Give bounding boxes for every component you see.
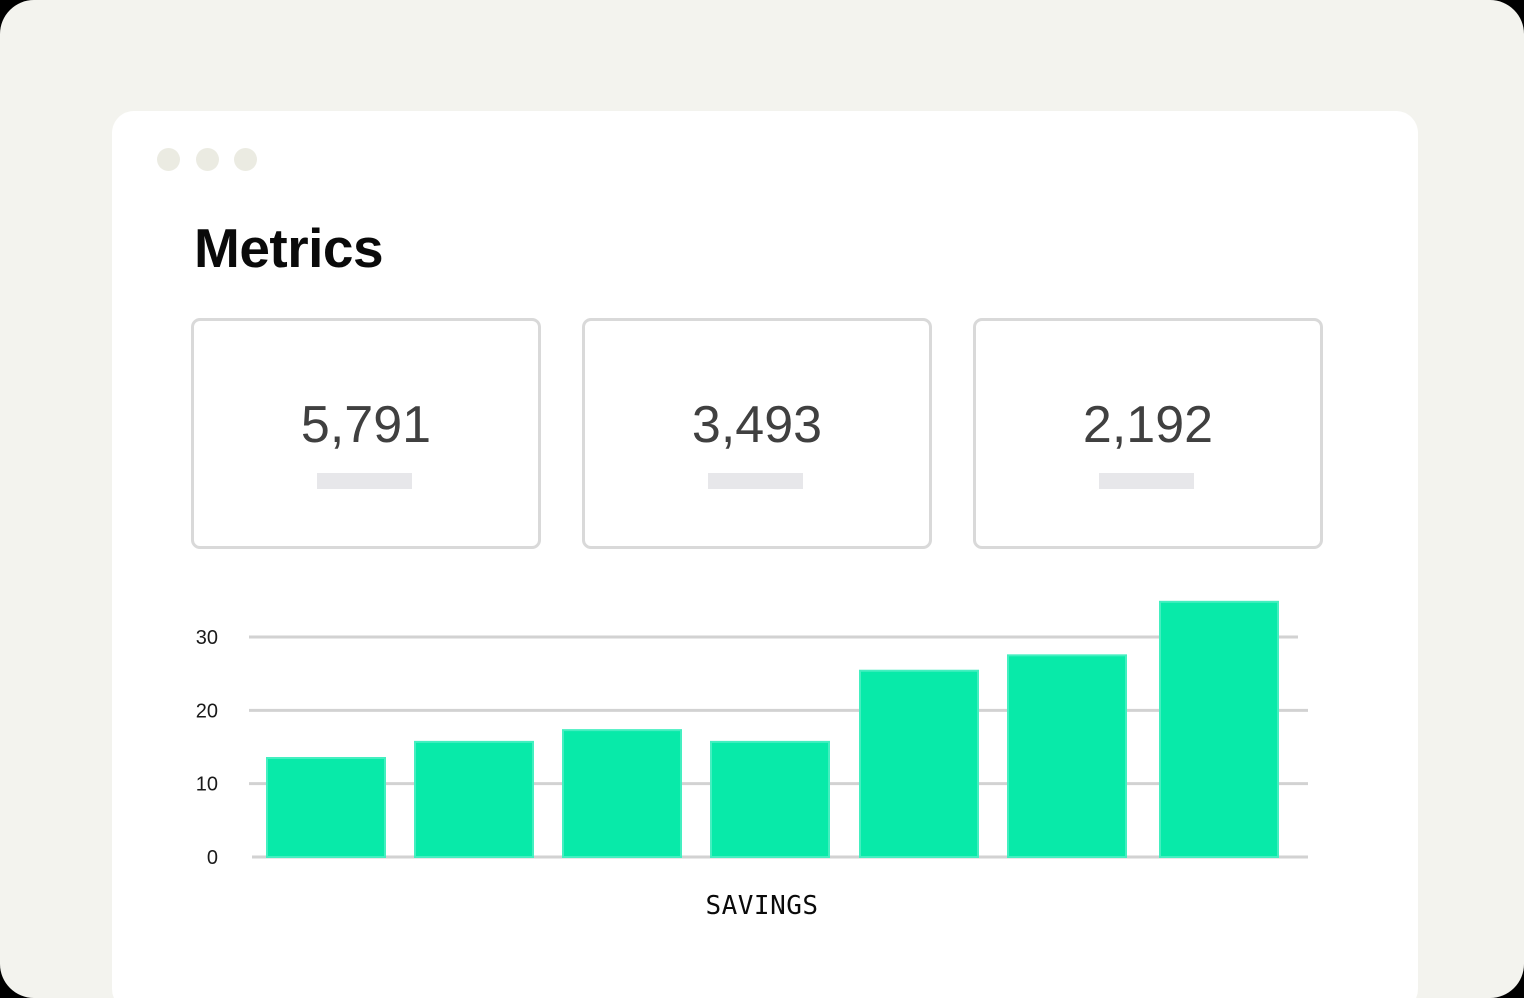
metric-card: 2,192 [973,318,1323,549]
metric-label-placeholder [708,473,803,489]
chart-x-axis-label: SAVINGS [705,891,819,921]
metric-value: 3,493 [691,396,823,454]
metric-value: 2,192 [1082,396,1214,454]
y-tick-label: 20 [196,700,218,722]
y-tick-label: 30 [196,627,218,649]
chart-bar [710,740,830,858]
metric-value: 5,791 [300,396,432,454]
chart-bar [266,757,386,858]
metric-label-placeholder [1099,473,1194,489]
chart-bar [562,729,682,858]
app-window: Metrics 5,791 3,493 2,192 0 10 20 30 SAVING… [112,111,1418,998]
window-dot-icon [196,148,219,171]
window-dot-icon [157,148,180,171]
savings-bar-chart: 0 10 20 30 [196,600,1308,869]
y-tick-label: 10 [196,774,218,796]
metric-card: 5,791 [191,318,541,549]
metric-label-placeholder [317,473,412,489]
window-dot-icon [234,148,257,171]
page-title: Metrics [194,217,384,279]
metric-card: 3,493 [582,318,932,549]
y-tick-label: 0 [207,847,218,869]
chart-bar [1007,654,1127,859]
chart-bar [859,669,979,858]
chart-bar [1159,600,1279,858]
chart-bar [414,740,534,858]
